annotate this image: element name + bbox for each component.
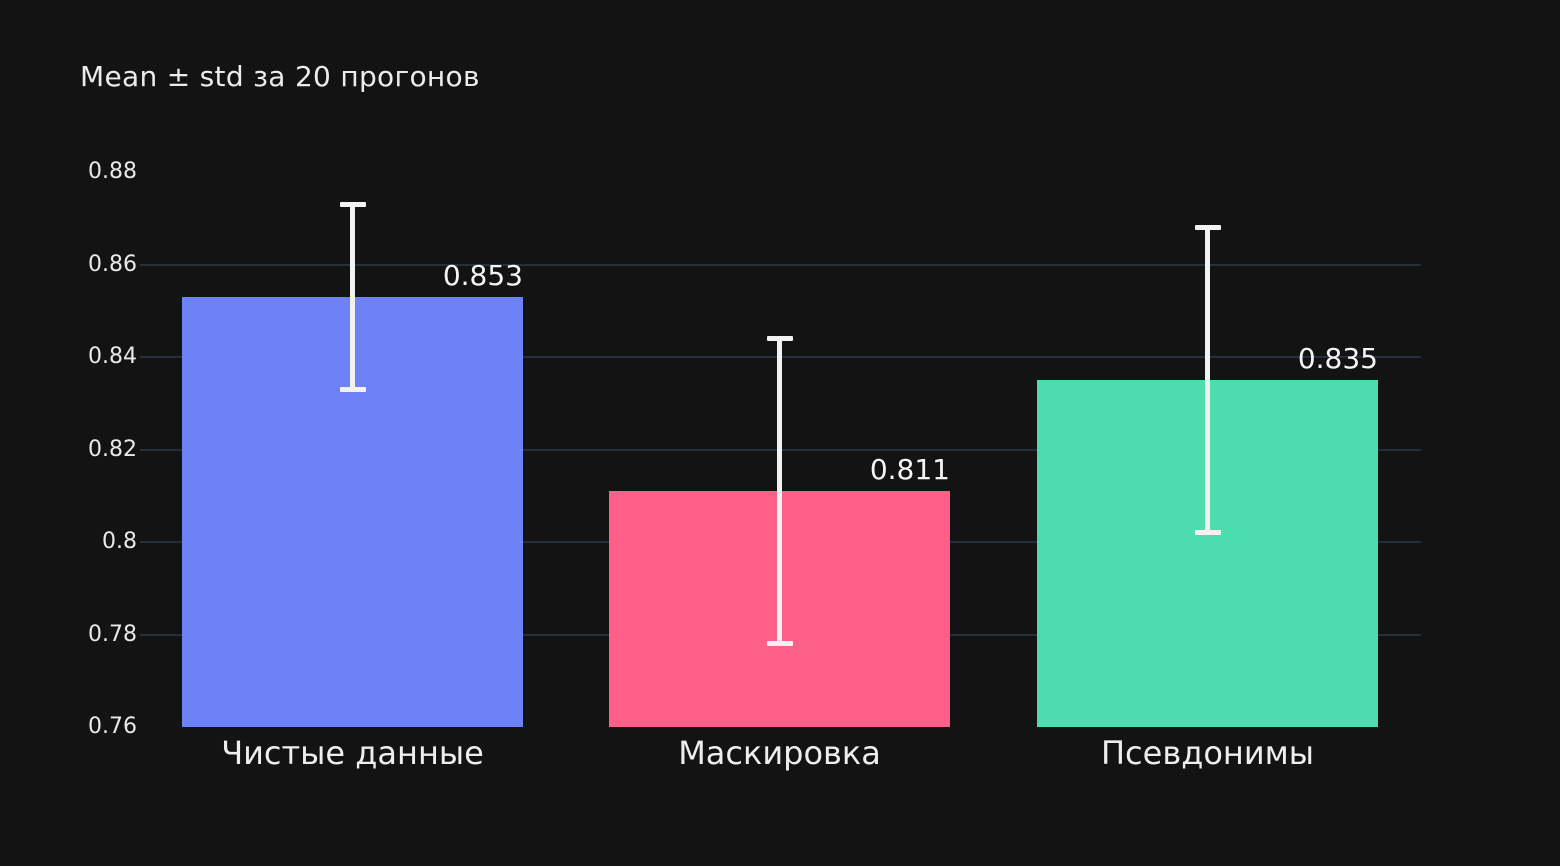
y-tick-label: 0.78 xyxy=(88,621,137,647)
x-axis-label: Чистые данные xyxy=(221,734,484,772)
error-bar-cap-bottom xyxy=(766,641,793,647)
error-bar-line xyxy=(1205,227,1210,533)
error-bar-cap-top xyxy=(339,201,366,207)
y-tick-label: 0.88 xyxy=(88,159,137,184)
bar-value-label: 0.853 xyxy=(442,258,523,292)
x-axis-label: Псевдонимы xyxy=(1100,734,1315,772)
gridline xyxy=(140,263,1421,266)
y-tick-label: 0.84 xyxy=(88,344,137,369)
bar-value-label: 0.811 xyxy=(869,453,950,487)
error-bar-line xyxy=(350,204,355,390)
y-tick-label: 0.76 xyxy=(88,714,137,739)
error-bar-line xyxy=(777,338,782,644)
x-axis-label: Маскировка xyxy=(678,734,881,772)
error-bar-cap-top xyxy=(766,336,793,341)
error-bar-cap-top xyxy=(1194,225,1221,230)
y-tick-label: 0.8 xyxy=(102,529,137,554)
y-tick-label: 0.86 xyxy=(88,251,137,277)
y-tick-label: 0.82 xyxy=(88,436,137,462)
error-bar-cap-bottom xyxy=(339,386,366,392)
error-bar-cap-bottom xyxy=(1194,530,1221,536)
bar-value-label: 0.835 xyxy=(1297,342,1378,376)
chart-title: Mean ± std за 20 прогонов xyxy=(80,60,480,93)
